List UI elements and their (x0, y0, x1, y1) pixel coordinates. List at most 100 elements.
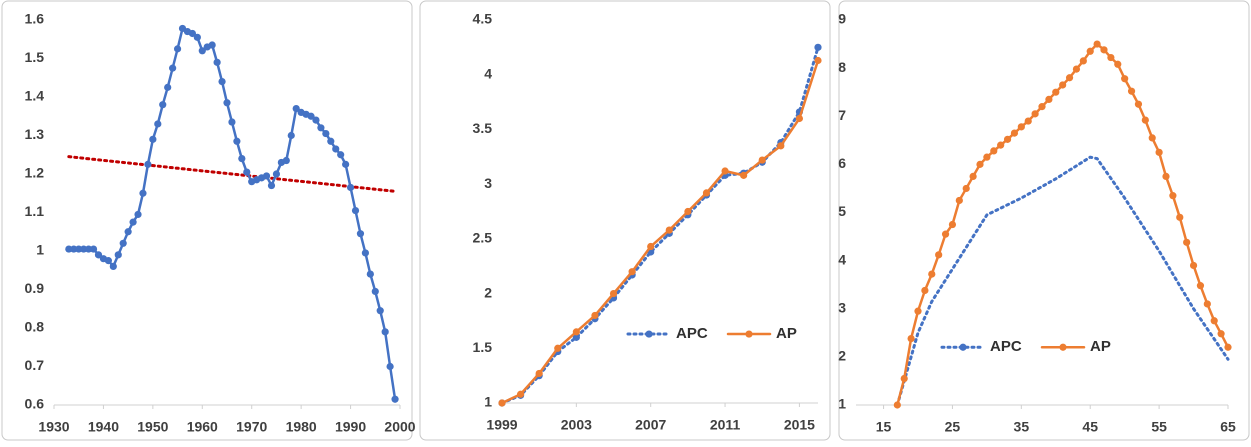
marker (1183, 238, 1191, 246)
marker (322, 129, 330, 138)
marker (702, 189, 711, 197)
marker (900, 374, 908, 383)
marker (267, 181, 276, 190)
marker (983, 153, 991, 161)
marker (312, 116, 320, 124)
marker (1169, 192, 1177, 200)
marker (1031, 110, 1039, 118)
x-tick-label: 2007 (635, 417, 666, 433)
y-tick-label: 1.2 (25, 165, 45, 181)
marker (134, 210, 142, 219)
marker (164, 83, 172, 91)
y-tick-label: 2 (838, 348, 846, 364)
marker (159, 101, 167, 109)
marker (169, 64, 177, 72)
y-tick-label: 0.9 (25, 280, 45, 296)
series-line (500, 45, 820, 405)
marker (1045, 95, 1053, 104)
marker (337, 151, 345, 159)
series-line (67, 27, 397, 401)
marker (814, 56, 822, 65)
marker (80, 245, 88, 253)
y-tick-label: 1.5 (25, 49, 45, 65)
x-tick-label: 65 (1220, 419, 1236, 435)
marker (292, 104, 300, 113)
x-tick-label: 2015 (784, 417, 815, 433)
y-tick-label: 7 (838, 107, 846, 123)
y-tick-label: 2.5 (473, 230, 493, 246)
marker (948, 220, 957, 229)
marker (1127, 87, 1136, 95)
marker (1203, 300, 1211, 308)
y-tick-label: 3 (484, 175, 492, 191)
marker (1059, 81, 1067, 89)
marker (516, 390, 525, 398)
marker (124, 228, 132, 236)
marker (381, 328, 389, 336)
marker (65, 245, 73, 253)
marker (1176, 213, 1184, 221)
marker (391, 395, 399, 403)
marker (109, 262, 117, 270)
marker (173, 45, 182, 53)
y-tick-label: 9 (838, 11, 846, 27)
y-tick-label: 1.6 (25, 11, 45, 27)
marker (609, 289, 618, 298)
marker (262, 172, 271, 180)
marker (114, 251, 122, 259)
marker (914, 307, 922, 315)
marker (554, 344, 562, 352)
marker (1224, 343, 1232, 351)
marker (208, 41, 216, 49)
marker (758, 156, 766, 164)
series-line (896, 42, 1230, 407)
marker (1010, 129, 1019, 137)
marker (1065, 74, 1074, 82)
marker (85, 245, 93, 253)
marker (144, 160, 152, 168)
marker (218, 78, 226, 86)
marker (94, 251, 103, 259)
marker (1107, 53, 1115, 62)
x-tick-label: 1930 (38, 419, 69, 435)
marker (342, 160, 350, 168)
marker (361, 249, 369, 257)
marker (243, 168, 251, 176)
x-tick-label: 1990 (335, 419, 366, 435)
panel (838, 0, 1250, 441)
series-line (895, 155, 1230, 407)
marker (1072, 65, 1081, 73)
marker (941, 230, 950, 238)
x-tick-label: 1950 (137, 419, 168, 435)
marker (591, 311, 599, 320)
y-tick-label: 1.3 (25, 126, 45, 142)
x-tick-label: 1940 (88, 419, 119, 435)
y-tick-label: 0.7 (25, 357, 45, 373)
panel (419, 0, 831, 441)
marker (1093, 40, 1101, 48)
marker (969, 172, 977, 181)
marker (665, 226, 673, 234)
marker (955, 196, 963, 205)
y-tick-label: 4.5 (473, 11, 493, 27)
trendline (67, 155, 397, 193)
marker (990, 147, 998, 155)
marker (317, 124, 325, 132)
marker (193, 33, 201, 41)
marker (376, 307, 384, 315)
y-tick-label: 4 (484, 65, 492, 81)
y-tick-label: 0.6 (25, 396, 45, 412)
legend-marker (645, 330, 653, 338)
x-tick-label: 2003 (561, 417, 592, 433)
marker (233, 137, 241, 145)
marker (223, 99, 231, 107)
marker (647, 242, 655, 251)
marker (1121, 75, 1129, 83)
marker (1024, 117, 1032, 125)
marker (684, 207, 692, 216)
legend-marker (745, 330, 753, 338)
legend-label: AP (1090, 338, 1111, 355)
y-tick-label: 1.5 (473, 339, 493, 355)
marker (238, 155, 246, 163)
